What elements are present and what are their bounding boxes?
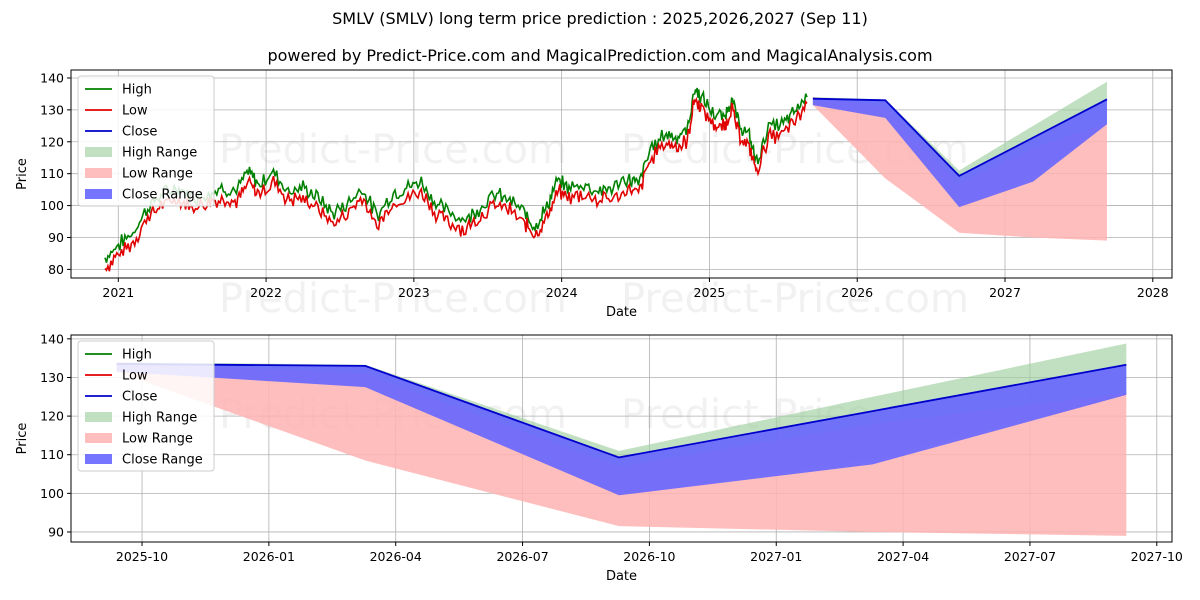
close-range-band bbox=[116, 362, 1127, 496]
legend-high-label: High bbox=[122, 83, 152, 98]
x-tick-label: 2024 bbox=[546, 285, 578, 300]
y-tick-label: 140 bbox=[40, 70, 64, 85]
close-range-band bbox=[812, 97, 1107, 208]
legend-high-label: High bbox=[122, 348, 152, 363]
legend-close-range-swatch bbox=[85, 454, 112, 464]
y-tick-label: 120 bbox=[40, 134, 64, 149]
x-tick-label: 2026-01 bbox=[243, 549, 295, 564]
legend-close-label: Close bbox=[122, 390, 157, 405]
legend-low-range-label: Low Range bbox=[122, 432, 193, 447]
legend-high-range-label: High Range bbox=[122, 146, 197, 161]
y-axis-label: Price bbox=[15, 158, 30, 190]
legend: High Low Close High Range Low Range Close Ran… bbox=[77, 75, 215, 207]
x-tick-label: 2023 bbox=[398, 285, 430, 300]
legend-high-range-swatch bbox=[85, 412, 112, 422]
y-tick-label: 130 bbox=[40, 370, 64, 385]
legend-low-label: Low bbox=[122, 369, 148, 384]
x-tick-label: 2027-07 bbox=[1004, 549, 1056, 564]
legend-low-range-label: Low Range bbox=[122, 167, 193, 182]
y-axis-label: Price bbox=[15, 423, 30, 455]
legend-close-range-label: Close Range bbox=[122, 188, 203, 203]
legend-low-label: Low bbox=[122, 104, 148, 119]
chart-panel-1: Predict-Price.com Predict-Price.com Predic… bbox=[15, 69, 1173, 322]
y-tick-label: 110 bbox=[40, 447, 64, 462]
chart-panel-2: Predict-Price.comPredict-Price.com2025-1… bbox=[15, 331, 1183, 584]
plot-area bbox=[116, 343, 1127, 536]
legend-close-range-label: Close Range bbox=[122, 453, 203, 468]
y-tick-label: 90 bbox=[48, 230, 64, 245]
y-tick-label: 100 bbox=[40, 486, 64, 501]
watermark: Predict-Price.com bbox=[219, 127, 567, 173]
low-history-line bbox=[104, 96, 808, 272]
x-tick-label: 2025 bbox=[694, 285, 726, 300]
y-tick-label: 100 bbox=[40, 198, 64, 213]
plot-frame bbox=[70, 334, 1173, 543]
low-range-band bbox=[116, 362, 1127, 536]
x-tick-label: 2026-07 bbox=[496, 549, 548, 564]
legend-low-range-swatch bbox=[85, 168, 112, 178]
x-tick-label: 2027-01 bbox=[750, 549, 802, 564]
high-history-line bbox=[104, 87, 808, 263]
chart-subtitle: powered by Predict-Price.com and Magical… bbox=[267, 46, 933, 65]
chart-title: SMLV (SMLV) long term price prediction :… bbox=[332, 9, 868, 28]
x-tick-label: 2021 bbox=[102, 285, 134, 300]
legend-close-range-swatch bbox=[85, 189, 112, 199]
watermark: Predict-Price.com bbox=[621, 276, 969, 322]
y-tick-label: 80 bbox=[48, 262, 64, 277]
x-tick-label: 2027-10 bbox=[1131, 549, 1183, 564]
watermark: Predict-Price.com bbox=[219, 276, 567, 322]
x-tick-label: 2026-04 bbox=[370, 549, 422, 564]
close-forecast-line bbox=[812, 97, 1108, 178]
x-axis-label: Date bbox=[606, 305, 637, 320]
y-tick-label: 110 bbox=[40, 166, 64, 181]
x-tick-label: 2027 bbox=[989, 285, 1021, 300]
y-tick-label: 140 bbox=[40, 331, 64, 346]
plot-area bbox=[104, 81, 1108, 272]
x-axis-label: Date bbox=[606, 569, 637, 584]
y-tick-label: 130 bbox=[40, 102, 64, 117]
x-tick-label: 2025-10 bbox=[116, 549, 168, 564]
legend-high-range-swatch bbox=[85, 147, 112, 157]
x-tick-label: 2028 bbox=[1137, 285, 1169, 300]
close-forecast-line bbox=[116, 363, 1127, 459]
y-tick-label: 120 bbox=[40, 409, 64, 424]
x-tick-label: 2026 bbox=[841, 285, 873, 300]
low-range-band bbox=[812, 97, 1107, 241]
legend-close-label: Close bbox=[122, 125, 157, 140]
x-tick-label: 2027-04 bbox=[877, 549, 929, 564]
y-tick-label: 90 bbox=[48, 524, 64, 539]
x-tick-label: 2026-10 bbox=[623, 549, 675, 564]
legend-low-range-swatch bbox=[85, 433, 112, 443]
x-tick-label: 2022 bbox=[250, 285, 282, 300]
legend: High Low Close High Range Low Range Close Ran… bbox=[77, 340, 215, 472]
legend-high-range-label: High Range bbox=[122, 411, 197, 426]
